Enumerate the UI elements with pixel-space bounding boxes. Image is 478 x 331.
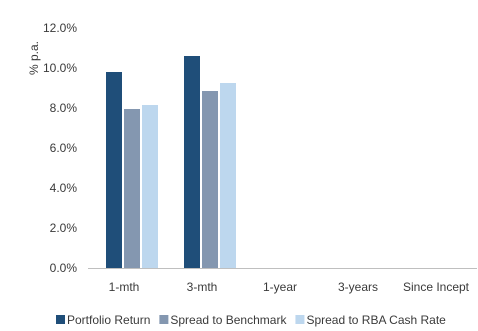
- bar-spread-to-benchmark-1: [202, 91, 218, 268]
- legend-label: Spread to Benchmark: [170, 313, 287, 327]
- bar-spread-to-rba-cash-rate-0: [142, 105, 158, 268]
- y-tick-label: 12.0%: [43, 21, 77, 35]
- y-tick-label: 4.0%: [50, 181, 78, 195]
- x-tick-label: Since Incept: [403, 280, 470, 294]
- x-tick-label: 1-year: [263, 280, 297, 294]
- x-tick-label: 3-years: [338, 280, 378, 294]
- y-tick-label: 8.0%: [50, 101, 78, 115]
- bar-portfolio-return-1: [184, 56, 200, 268]
- x-tick-label: 3-mth: [187, 280, 218, 294]
- bar-spread-to-rba-cash-rate-1: [220, 83, 236, 268]
- legend-swatch: [295, 315, 305, 324]
- y-tick-label: 2.0%: [50, 221, 78, 235]
- legend-label: Spread to RBA Cash Rate: [306, 313, 446, 327]
- y-tick-label: 6.0%: [50, 141, 78, 155]
- y-tick-label: 10.0%: [43, 61, 77, 75]
- legend-swatch: [56, 315, 65, 324]
- legend-label: Portfolio Return: [67, 313, 150, 327]
- y-axis: 0.0% 2.0% 4.0% 6.0% 8.0% 10.0% 12.0%: [43, 21, 77, 275]
- bars: [106, 56, 236, 268]
- legend: Portfolio Return Spread to Benchmark Sprea…: [56, 313, 446, 327]
- bar-portfolio-return-0: [106, 72, 122, 268]
- x-tick-label: 1-mth: [109, 280, 140, 294]
- bar-spread-to-benchmark-0: [124, 109, 140, 268]
- x-axis: 1-mth 3-mth 1-year 3-years Since Incept: [88, 268, 477, 294]
- y-axis-label: % p.a.: [27, 41, 41, 75]
- legend-swatch: [159, 315, 169, 324]
- y-tick-label: 0.0%: [50, 261, 78, 275]
